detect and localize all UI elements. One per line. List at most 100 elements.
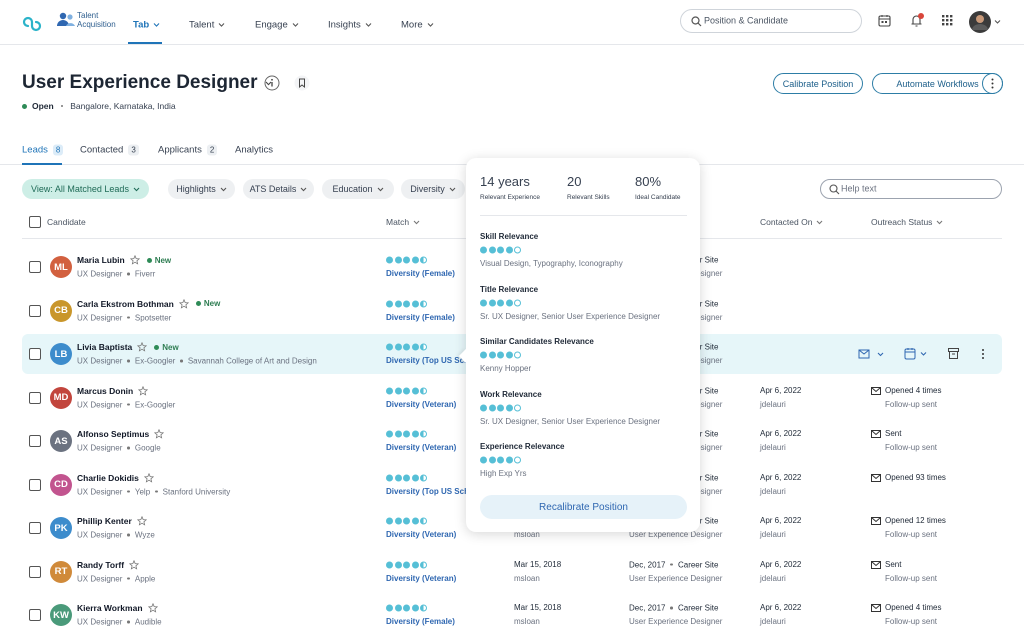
checkbox[interactable]	[29, 348, 41, 360]
action-email[interactable]	[858, 348, 886, 360]
checkbox[interactable]	[29, 261, 41, 273]
column-header[interactable]: Match	[386, 217, 420, 227]
star-icon[interactable]	[138, 385, 149, 396]
recalibrate-button[interactable]: Recalibrate Position	[480, 495, 687, 519]
candidate-name[interactable]: Maria Lubin	[77, 255, 125, 265]
bookmark-icon[interactable]	[294, 75, 310, 91]
checkbox[interactable]	[29, 478, 41, 491]
page-tab[interactable]: Analytics	[235, 145, 273, 156]
diversity-tag[interactable]: Diversity (Veteran)	[386, 443, 457, 453]
filter-pill[interactable]: Diversity	[401, 179, 465, 199]
filter-pill[interactable]: Highlights	[168, 179, 235, 199]
diversity-tag[interactable]: Diversity (Veteran)	[386, 530, 457, 540]
filter-pill[interactable]: ATS Details	[243, 179, 314, 199]
nav-tab[interactable]: Insights	[328, 20, 372, 31]
filter-label: Education	[332, 184, 373, 194]
column-header[interactable]: Outreach Status	[871, 217, 943, 227]
more-button[interactable]	[982, 73, 1003, 94]
rating-dot	[497, 456, 504, 464]
star-icon[interactable]	[154, 429, 165, 439]
candidate-name[interactable]: Marcus Donin	[77, 385, 134, 396]
star-icon[interactable]	[143, 472, 154, 483]
page-tab[interactable]: Contacted 3	[80, 144, 139, 156]
checkbox[interactable]	[29, 565, 41, 578]
candidate-name[interactable]: Charlie Dokidis	[77, 472, 139, 483]
caret	[265, 81, 271, 85]
checkbox[interactable]	[29, 435, 41, 447]
diversity-tag[interactable]: Diversity (Top US Scho	[386, 486, 474, 496]
filter-pill[interactable]: Education	[322, 179, 394, 199]
nav-tab[interactable]: Engage	[255, 20, 299, 31]
caret	[413, 220, 420, 224]
candidate-name[interactable]: Alfonso Septimus	[77, 429, 150, 439]
action-schedule[interactable]	[904, 347, 930, 360]
caret	[220, 187, 227, 191]
initials: ML	[54, 261, 68, 273]
avatar-initials: CB	[50, 299, 72, 322]
nav-tab[interactable]: Tab	[133, 20, 160, 31]
nav-search[interactable]: Position & Candidate	[680, 9, 862, 33]
rating-dot	[386, 604, 393, 612]
avatar[interactable]	[968, 10, 1002, 34]
star-icon[interactable]	[147, 603, 158, 613]
rating-dot	[411, 300, 419, 307]
rating-dot	[394, 387, 402, 394]
filter-label: ATS Details	[249, 184, 297, 194]
candidate-details: UX Designer Wyze	[77, 531, 155, 540]
page-tab[interactable]: Applicants 2	[158, 144, 218, 156]
column-header[interactable]: Contacted On	[760, 217, 823, 227]
rating	[386, 300, 427, 307]
diversity-tag[interactable]: Diversity (Female)	[386, 269, 455, 279]
bell-icon[interactable]	[909, 12, 925, 28]
logo[interactable]	[22, 12, 42, 32]
star-icon[interactable]	[129, 255, 140, 265]
diversity-tag[interactable]: Diversity (Veteran)	[386, 399, 457, 409]
name-row: Marcus Donin	[77, 385, 149, 396]
diversity-tag[interactable]: Diversity (Female)	[386, 617, 455, 627]
calendar-icon[interactable]	[878, 14, 891, 27]
action-archive[interactable]	[948, 348, 959, 359]
detail: UX Designer	[77, 443, 123, 453]
star-icon[interactable]	[178, 298, 189, 309]
checkbox[interactable]	[29, 216, 41, 228]
caret	[292, 23, 299, 27]
star-icon[interactable]	[136, 516, 147, 526]
caret	[449, 187, 456, 191]
page-tab[interactable]: Leads 8	[22, 144, 64, 156]
candidate-name[interactable]: Kierra Workman	[77, 603, 143, 613]
help-search[interactable]: Help text	[820, 179, 1002, 199]
view-filter[interactable]: View: All Matched Leads	[22, 179, 149, 199]
header-button[interactable]: Calibrate Position	[773, 73, 863, 94]
checkbox[interactable]	[29, 304, 41, 317]
rating-dot	[505, 246, 513, 254]
apps-icon[interactable]	[942, 15, 954, 27]
candidate-name[interactable]: Carla Ekstrom Bothman	[77, 298, 174, 309]
star-icon[interactable]	[137, 342, 148, 352]
rating-dot	[497, 404, 504, 412]
checkbox[interactable]	[29, 391, 41, 404]
follow-up: Follow-up sent	[885, 399, 938, 409]
info-icon[interactable]	[264, 75, 280, 91]
initials: LB	[54, 348, 68, 360]
column-header-label: Contacted On	[760, 217, 813, 227]
source-role: User Experience Designer	[629, 530, 723, 540]
checkbox[interactable]	[29, 522, 41, 534]
checkbox[interactable]	[29, 609, 41, 621]
help-search-placeholder: Help text	[841, 183, 877, 194]
diversity-tag[interactable]: Diversity (Veteran)	[386, 573, 457, 583]
brand-icon	[57, 12, 75, 26]
nav-tab[interactable]: More	[401, 20, 434, 31]
page-tab-label: Leads	[22, 144, 48, 156]
candidate-details: UX Designer Spotsetter	[77, 313, 171, 322]
diversity-tag[interactable]: Diversity (Top US Scho	[386, 356, 474, 366]
nav-tab[interactable]: Talent	[189, 20, 225, 31]
rating-dot	[514, 456, 521, 464]
contacted-on: Apr 6, 2022	[760, 516, 802, 526]
candidate-name[interactable]: Randy Torff	[77, 559, 125, 570]
candidate-name[interactable]: Livia Baptista	[77, 342, 133, 352]
diversity-tag[interactable]: Diversity (Female)	[386, 312, 455, 322]
avatar-initials: CD	[50, 473, 72, 496]
action-more[interactable]	[980, 348, 986, 360]
star-icon[interactable]	[129, 559, 140, 570]
candidate-name[interactable]: Phillip Kenter	[77, 516, 132, 526]
